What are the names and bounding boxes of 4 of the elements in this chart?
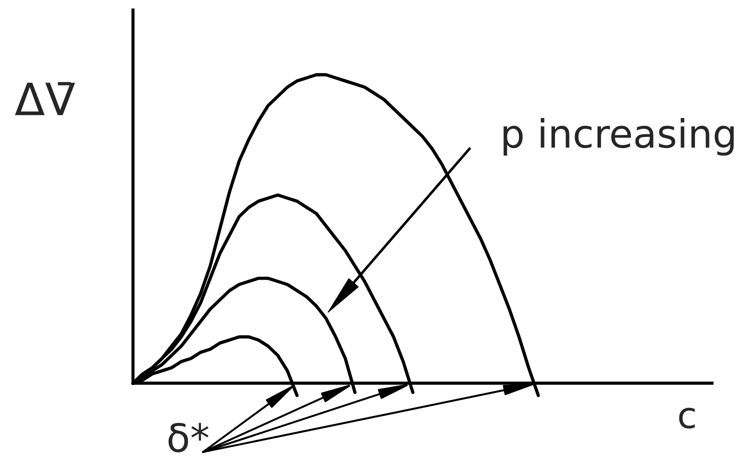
y-axis-title: ΔV̄ (14, 82, 76, 116)
text: δ* (168, 422, 208, 452)
annotation: p increasing (504, 118, 734, 156)
x-axis-title: c (679, 408, 695, 429)
